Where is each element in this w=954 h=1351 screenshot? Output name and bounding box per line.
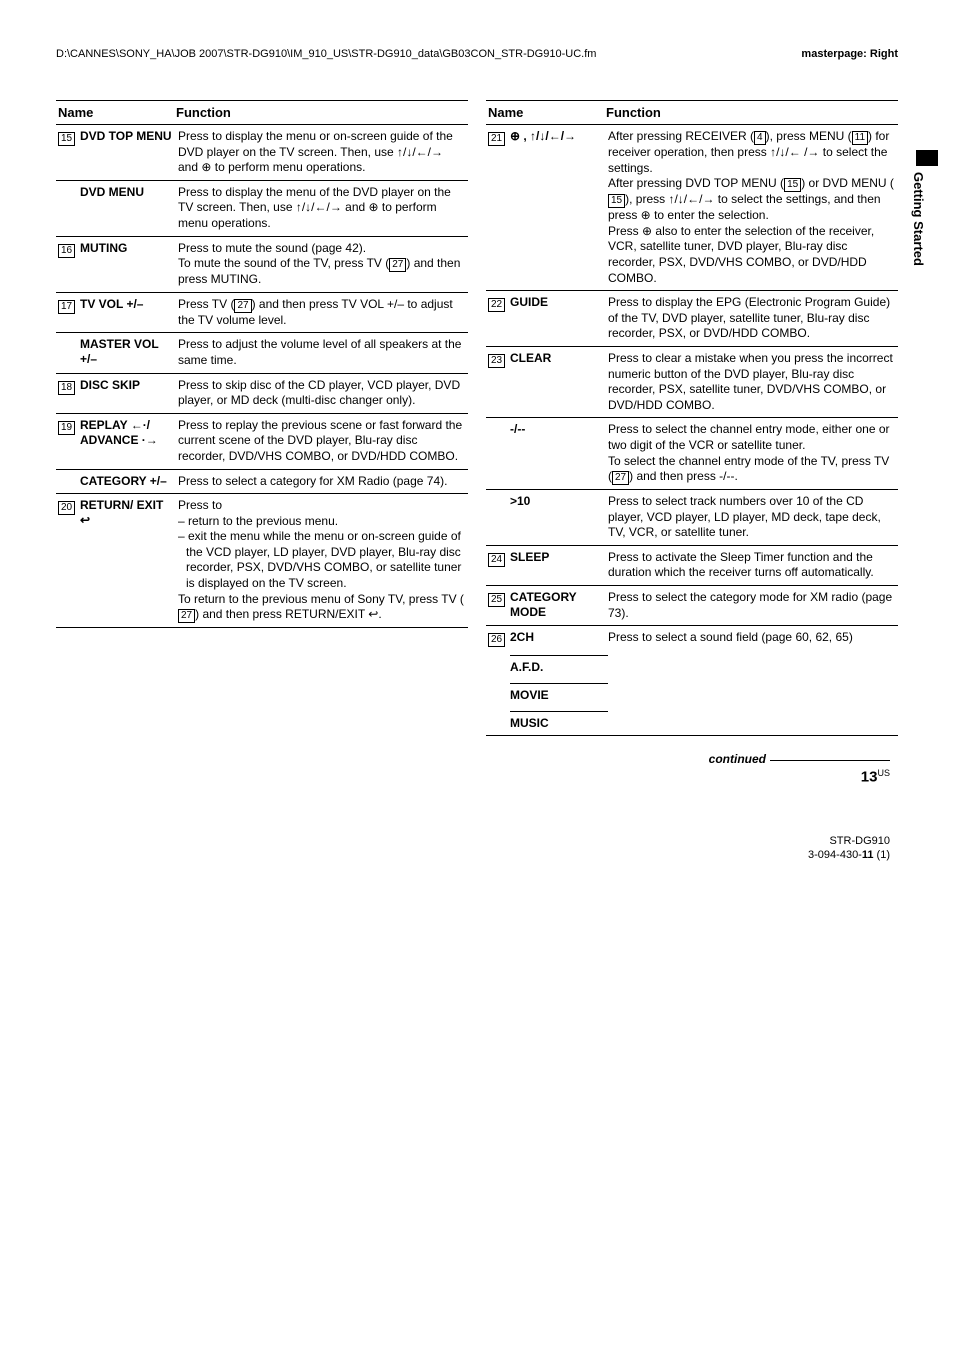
row-func: Press to select the category mode for XM… bbox=[608, 590, 896, 621]
row-name: GUIDE bbox=[510, 295, 608, 342]
row-name: CATEGORY +/– bbox=[80, 474, 178, 490]
table-row: MUSIC bbox=[486, 707, 898, 736]
row-name: -/-- bbox=[510, 422, 608, 485]
th-name: Name bbox=[486, 105, 606, 120]
row-num: 21 bbox=[488, 132, 505, 146]
table-row: 24 SLEEP Press to activate the Sleep Tim… bbox=[486, 546, 898, 586]
row-num: 16 bbox=[58, 244, 75, 258]
header-path: D:\CANNES\SONY_HA\JOB 2007\STR-DG910\IM_… bbox=[56, 48, 596, 60]
row-num: 26 bbox=[488, 633, 505, 647]
side-tab: Getting Started bbox=[909, 166, 928, 272]
table-row: 22 GUIDE Press to display the EPG (Elect… bbox=[486, 291, 898, 347]
row-func: Press to adjust the volume level of all … bbox=[178, 337, 466, 368]
row-func: Press to display the menu of the DVD pla… bbox=[178, 185, 466, 232]
row-name: CLEAR bbox=[510, 351, 608, 413]
table-row: 25 CATEGORY MODE Press to select the cat… bbox=[486, 586, 898, 626]
row-func: Press to mute the sound (page 42).To mut… bbox=[178, 241, 466, 288]
table-row: MOVIE bbox=[486, 679, 898, 707]
row-func: Press to display the EPG (Electronic Pro… bbox=[608, 295, 896, 342]
row-func: Press to replay the previous scene or fa… bbox=[178, 418, 466, 465]
row-num: 20 bbox=[58, 501, 75, 515]
table-row: >10 Press to select track numbers over 1… bbox=[486, 490, 898, 546]
row-name: RETURN/ EXIT ↩ bbox=[80, 498, 178, 623]
table-row: 20 RETURN/ EXIT ↩ Press to – return to t… bbox=[56, 494, 468, 628]
row-func: Press TV (27) and then press TV VOL +/– … bbox=[178, 297, 466, 329]
table-row: -/-- Press to select the channel entry m… bbox=[486, 418, 898, 490]
row-func: Press to skip disc of the CD player, VCD… bbox=[178, 378, 466, 409]
row-name: REPLAY ←·/ ADVANCE ·→ bbox=[80, 418, 178, 465]
table-row: CATEGORY +/– Press to select a category … bbox=[56, 470, 468, 495]
th-func: Function bbox=[176, 105, 468, 120]
row-func: Press to select a category for XM Radio … bbox=[178, 474, 466, 490]
row-func: Press to activate the Sleep Timer functi… bbox=[608, 550, 896, 581]
table-row: 18 DISC SKIP Press to skip disc of the C… bbox=[56, 374, 468, 414]
row-name: MUTING bbox=[80, 241, 178, 288]
row-name: 2CH bbox=[510, 630, 608, 647]
row-func: Press to display the menu or on-screen g… bbox=[178, 129, 466, 176]
row-func: Press to clear a mistake when you press … bbox=[608, 351, 896, 413]
table-row: 17 TV VOL +/– Press TV (27) and then pre… bbox=[56, 293, 468, 334]
table-row: 26 2CH Press to select a sound field (pa… bbox=[486, 626, 898, 651]
row-name: DISC SKIP bbox=[80, 378, 178, 409]
table-row: A.F.D. bbox=[486, 651, 898, 679]
masterpage-label: masterpage: Right bbox=[801, 48, 898, 60]
row-name: SLEEP bbox=[510, 550, 608, 581]
table-header: Name Function bbox=[486, 100, 898, 125]
table-row: 23 CLEAR Press to clear a mistake when y… bbox=[486, 347, 898, 418]
row-name: MUSIC bbox=[510, 711, 608, 731]
table-row: 15 DVD TOP MENU Press to display the men… bbox=[56, 125, 468, 181]
right-column: Name Function 21 ⊕ , ↑/↓/←/→ After press… bbox=[486, 100, 898, 786]
row-name: DVD TOP MENU bbox=[80, 129, 178, 176]
row-num: 23 bbox=[488, 354, 505, 368]
row-name: MOVIE bbox=[510, 683, 608, 703]
footer: STR-DG910 3-094-430-11 (1) bbox=[56, 834, 898, 863]
table-row: 21 ⊕ , ↑/↓/←/→ After pressing RECEIVER (… bbox=[486, 125, 898, 291]
row-func: Press to – return to the previous menu. … bbox=[178, 498, 466, 623]
table-header: Name Function bbox=[56, 100, 468, 125]
row-name: ⊕ , ↑/↓/←/→ bbox=[510, 129, 608, 286]
row-name: CATEGORY MODE bbox=[510, 590, 608, 621]
row-num: 15 bbox=[58, 132, 75, 146]
row-name: >10 bbox=[510, 494, 608, 541]
row-func: Press to select the channel entry mode, … bbox=[608, 422, 896, 485]
table-row: 16 MUTING Press to mute the sound (page … bbox=[56, 237, 468, 293]
row-num: 18 bbox=[58, 381, 75, 395]
row-name: MASTER VOL +/– bbox=[80, 337, 178, 368]
row-name: A.F.D. bbox=[510, 655, 608, 675]
row-name: TV VOL +/– bbox=[80, 297, 178, 329]
table-row: DVD MENU Press to display the menu of th… bbox=[56, 181, 468, 237]
table-row: MASTER VOL +/– Press to adjust the volum… bbox=[56, 333, 468, 373]
row-num: 24 bbox=[488, 553, 505, 567]
row-func: Press to select track numbers over 10 of… bbox=[608, 494, 896, 541]
row-num: 19 bbox=[58, 421, 75, 435]
row-name: DVD MENU bbox=[80, 185, 178, 232]
table-row: 19 REPLAY ←·/ ADVANCE ·→ Press to replay… bbox=[56, 414, 468, 470]
page-number: 13US bbox=[486, 768, 898, 785]
row-num: 22 bbox=[488, 298, 505, 312]
row-func: Press to select a sound field (page 60, … bbox=[608, 630, 896, 647]
th-func: Function bbox=[606, 105, 898, 120]
continued-label: continued bbox=[486, 752, 898, 766]
row-func: After pressing RECEIVER (4), press MENU … bbox=[608, 129, 896, 286]
th-name: Name bbox=[56, 105, 176, 120]
row-num: 25 bbox=[488, 593, 505, 607]
row-num: 17 bbox=[58, 300, 75, 314]
left-column: Name Function 15 DVD TOP MENU Press to d… bbox=[56, 100, 468, 786]
